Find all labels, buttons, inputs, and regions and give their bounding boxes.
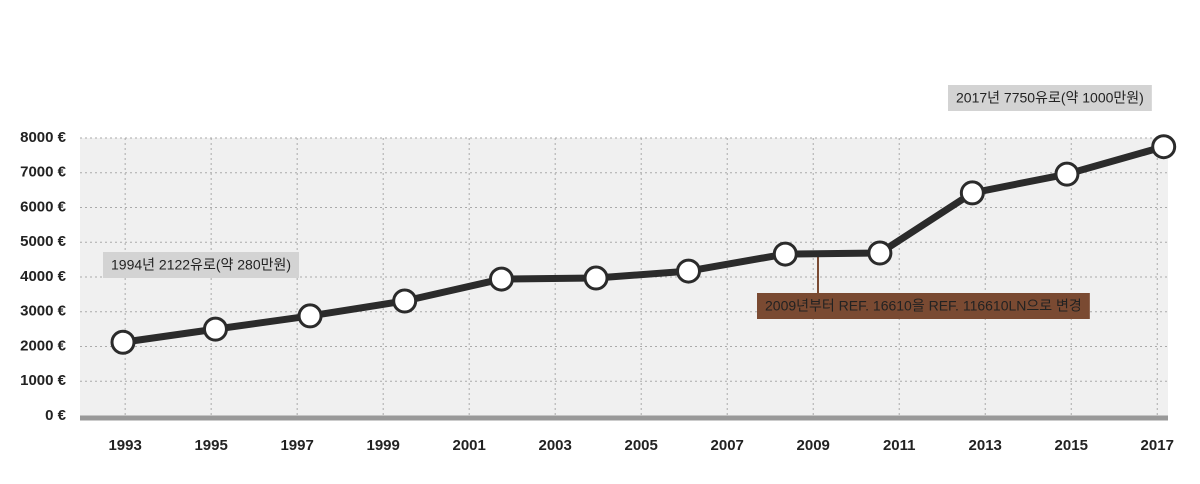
x-tick-label: 2001 bbox=[452, 437, 485, 454]
y-tick-label: 3000 € bbox=[20, 303, 67, 320]
marker bbox=[772, 241, 798, 267]
x-tick-label: 1999 bbox=[366, 437, 399, 454]
annotation-box bbox=[757, 293, 1090, 319]
x-tick-label: 1995 bbox=[194, 437, 227, 454]
x-tick-label: 2011 bbox=[883, 437, 916, 454]
x-tick-label: 2013 bbox=[969, 437, 1002, 454]
y-tick-label: 4000 € bbox=[20, 268, 67, 285]
marker bbox=[867, 240, 893, 266]
x-tick-label: 1997 bbox=[280, 437, 313, 454]
y-tick-label: 6000 € bbox=[20, 198, 67, 215]
marker bbox=[392, 288, 418, 314]
marker bbox=[202, 316, 228, 342]
x-tick-label: 2005 bbox=[625, 437, 658, 454]
y-tick-label: 2000 € bbox=[20, 337, 67, 354]
y-tick-label: 8000 € bbox=[20, 129, 67, 146]
annotation: 2009년부터 REF. 16610을 REF. 116610LN으로 변경 bbox=[765, 298, 1082, 314]
y-tick-label: 0 € bbox=[45, 407, 67, 424]
marker bbox=[959, 180, 985, 206]
annotation: 2017년 7750유로(약 1000만원) bbox=[956, 90, 1144, 106]
annotation-box bbox=[103, 252, 300, 278]
marker bbox=[488, 266, 514, 292]
x-tick-label: 1993 bbox=[108, 437, 141, 454]
x-tick-label: 2017 bbox=[1141, 437, 1174, 454]
x-tick-label: 2015 bbox=[1055, 437, 1088, 454]
y-tick-label: 1000 € bbox=[20, 372, 67, 389]
marker bbox=[676, 258, 702, 284]
y-tick-label: 7000 € bbox=[20, 164, 67, 181]
annotation: 1994년 2122유로(약 280만원) bbox=[111, 257, 291, 273]
annotation-box bbox=[948, 85, 1152, 111]
marker bbox=[1054, 161, 1080, 187]
line bbox=[122, 143, 1165, 346]
y-tick-label: 5000 € bbox=[20, 233, 67, 250]
x-tick-label: 2009 bbox=[797, 437, 830, 454]
marker bbox=[297, 303, 323, 329]
x-tick-label: 2003 bbox=[539, 437, 572, 454]
marker bbox=[1151, 134, 1177, 160]
marker bbox=[583, 265, 609, 291]
x-tick-label: 2007 bbox=[711, 437, 744, 454]
marker bbox=[110, 329, 136, 355]
